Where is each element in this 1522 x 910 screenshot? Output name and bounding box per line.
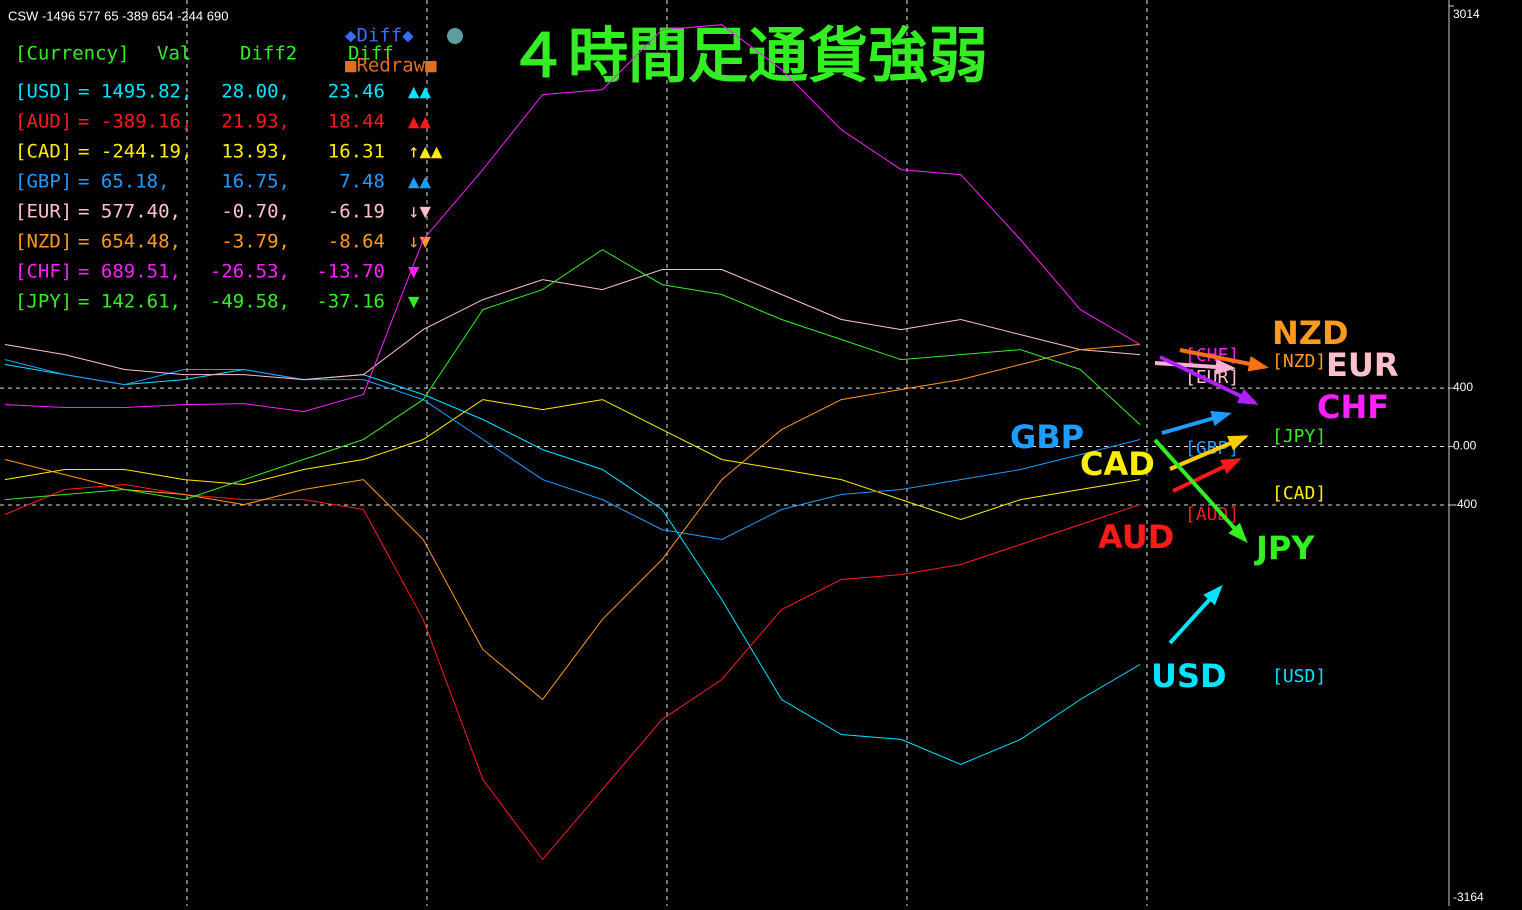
table-header: [Currency] — [15, 43, 129, 65]
y-tick-label: -3164 — [1453, 890, 1484, 904]
table-header: Val — [157, 43, 191, 65]
series-line — [4, 364, 1141, 765]
y-tick-label: 400 — [1453, 380, 1473, 394]
table-cell: ▲▲ — [408, 81, 431, 103]
annotation: GBP — [1010, 418, 1084, 456]
table-cell: ↑▲▲ — [408, 141, 443, 163]
annotation: CAD — [1080, 445, 1155, 483]
series-line — [4, 483, 1141, 861]
table-cell: = 1495.82, — [78, 81, 192, 103]
table-cell: ▲▲ — [408, 171, 431, 193]
button-dot[interactable] — [447, 28, 463, 44]
table-cell: ▼ — [408, 291, 420, 313]
table-cell: ↓▼ — [408, 201, 431, 223]
vertical-grid — [186, 0, 1148, 906]
table-cell: [EUR] — [15, 201, 72, 223]
table-cell: [CHF] — [15, 261, 72, 283]
table-cell: [NZD] — [15, 231, 72, 253]
button[interactable]: Diff — [348, 43, 394, 65]
annotation: AUD — [1098, 518, 1174, 556]
table-cell: -37.16 — [316, 291, 385, 313]
annotation: CHF — [1317, 388, 1389, 426]
series-line — [4, 359, 1141, 541]
y-tick-label: 3014 — [1453, 7, 1480, 21]
table-cell: -26.53, — [210, 261, 290, 283]
table-cell: [AUD] — [15, 111, 72, 133]
annotation: NZD — [1272, 314, 1349, 352]
table-cell: 23.46 — [328, 81, 385, 103]
table-header: Diff2 — [240, 43, 297, 65]
annotation: [USD] — [1272, 666, 1326, 687]
table-cell: = -244.19, — [78, 141, 192, 163]
table-cell: -6.19 — [328, 201, 385, 223]
series-line — [4, 269, 1141, 381]
button[interactable]: ■Redraw■ — [345, 55, 437, 77]
annotation: [CAD] — [1272, 483, 1326, 504]
y-tick-label: -400 — [1453, 497, 1477, 511]
chart-title: ４時間足通貨強弱 — [508, 22, 988, 92]
table-cell: = 65.18, — [78, 171, 170, 193]
annotation: EUR — [1326, 346, 1398, 384]
annotation: USD — [1151, 657, 1227, 695]
arrow-head — [1227, 435, 1249, 451]
header: CSW -1496 577 65 -389 654 -244 690 — [8, 8, 228, 23]
currency-table: [Currency] Val Diff2 [USD] = 1495.82, 28.0… — [15, 43, 443, 313]
table-cell: 16.31 — [328, 141, 385, 163]
arrow-shaft — [1153, 438, 1247, 542]
table-cell: ▲▲ — [408, 111, 431, 133]
table-cell: 16.75, — [221, 171, 290, 193]
table-cell: -49.58, — [210, 291, 290, 313]
table-cell: = 654.48, — [78, 231, 181, 253]
series-line — [4, 24, 1141, 413]
table-cell: 18.44 — [328, 111, 385, 133]
table-cell: 13.93, — [221, 141, 290, 163]
annotation: [NZD] — [1272, 351, 1326, 372]
table-cell: = -389.16, — [78, 111, 192, 133]
table-cell: ↓▼ — [408, 231, 431, 253]
table-cell: = 689.51, — [78, 261, 181, 283]
table-cell: -8.64 — [328, 231, 385, 253]
table-cell: -13.70 — [316, 261, 385, 283]
table-cell: = 577.40, — [78, 201, 181, 223]
annotation: [EUR] — [1185, 367, 1239, 388]
table-cell: [JPY] — [15, 291, 72, 313]
button[interactable]: ◆Diff◆ — [345, 25, 414, 47]
table-cell: = 142.61, — [78, 291, 181, 313]
table-cell: 21.93, — [221, 111, 290, 133]
arrow-head — [1237, 388, 1259, 405]
annotation: JPY — [1254, 529, 1315, 567]
series-line — [4, 249, 1141, 501]
table-cell: -3.79, — [221, 231, 290, 253]
table-cell: [CAD] — [15, 141, 72, 163]
arrow-head — [1203, 585, 1223, 606]
arrow-head — [1228, 522, 1248, 543]
arrow-head — [1210, 410, 1232, 427]
arrow-head — [1215, 359, 1236, 375]
arrow-shaft — [1159, 355, 1256, 405]
table-cell: 7.48 — [339, 171, 385, 193]
series-line — [4, 399, 1141, 521]
arrow-head — [1220, 458, 1242, 475]
arrow-head — [1247, 356, 1269, 372]
table-cell: ▼ — [408, 261, 420, 283]
annotation: [JPY] — [1272, 426, 1326, 447]
table-cell: -0.70, — [221, 201, 290, 223]
y-tick-label: 0.00 — [1453, 439, 1477, 453]
table-cell: [GBP] — [15, 171, 72, 193]
table-cell: [USD] — [15, 81, 72, 103]
table-cell: 28.00, — [221, 81, 290, 103]
